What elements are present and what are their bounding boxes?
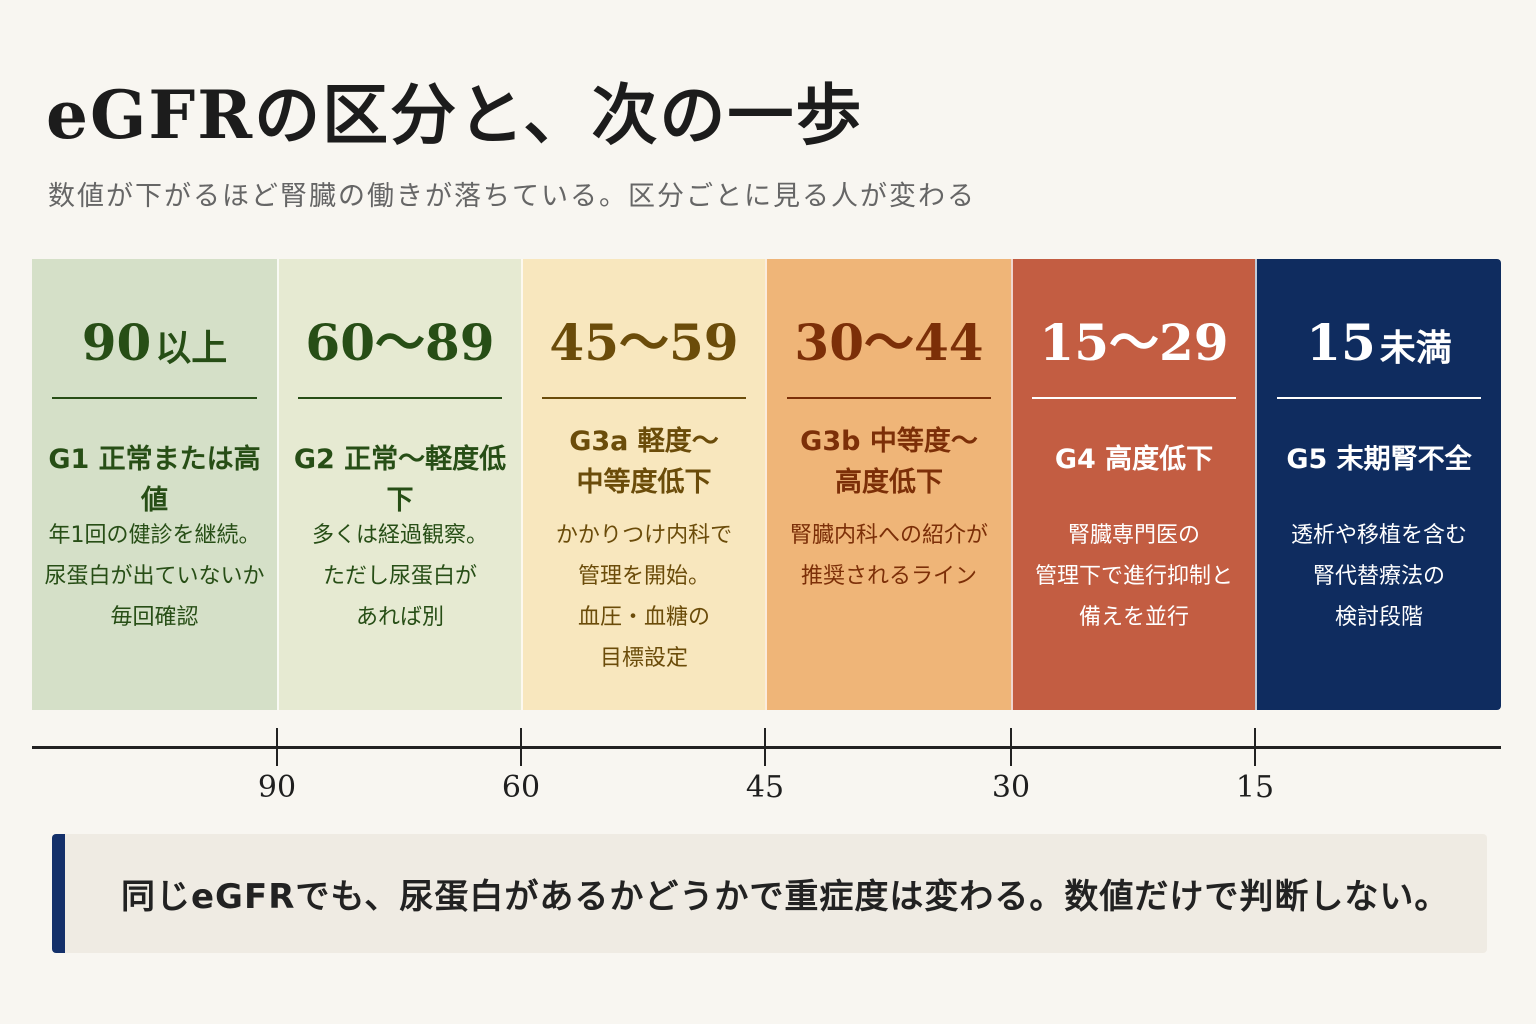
stage-divider [51, 397, 258, 399]
axis-tick-label: 30 [991, 770, 1031, 805]
stage-range: 60～89 [305, 311, 494, 375]
stage-divider [1032, 397, 1236, 399]
stage-range: 15～29 [1039, 311, 1228, 375]
stage-panel: 15～29 G4 高度低下腎臓専門医の 管理下で進行抑制と 備えを並行 [1011, 259, 1255, 710]
stage-description: 透析や移植を含む 腎代替療法の 検討段階 [1290, 523, 1467, 630]
axis-tick [764, 728, 766, 766]
stage-range: 30～44 [794, 311, 983, 375]
stage-range: 90 以上 [82, 311, 228, 375]
stage-panel: 45～59 G3a 軽度～ 中等度低下かかりつけ内科で 管理を開始。 血圧・血糖の… [521, 259, 765, 710]
page-subtitle: 数値が下がるほど腎臓の働きが落ちている。区分ごとに見る人が変わる [48, 181, 976, 212]
axis-tick-label: 45 [745, 770, 785, 805]
stage-grade: G5 末期腎不全 [1286, 444, 1472, 475]
stage-grade: G4 高度低下 [1054, 444, 1214, 475]
axis-line [32, 746, 1501, 749]
stage-grade: G1 正常または高値 [48, 444, 261, 516]
stage-grade: G3a 軽度～ 中等度低下 [569, 426, 719, 498]
stage-description: 多くは経過観察。 ただし尿蛋白が あれば別 [311, 523, 488, 630]
stage-divider [542, 397, 746, 399]
note-text: 同じeGFRでも、尿蛋白があるかどうかで重症度は変わる。数値だけで判断しない。 [121, 877, 1450, 917]
stage-range-suffix: 未満 [1379, 327, 1452, 369]
stage-grade: G2 正常～軽度低下 [293, 444, 507, 516]
page-title: eGFRの区分と、次の一歩 [46, 76, 864, 154]
axis-tick [1010, 728, 1012, 766]
stage-panel: 90 以上 G1 正常または高値 年1回の健診を継続。 尿蛋白が出ていないか 毎回確認 [32, 259, 277, 710]
stage-range-suffix: 以上 [155, 327, 228, 369]
axis-tick [520, 728, 522, 766]
stage-range-value: 90 [81, 313, 152, 372]
stage-range-value: 30～44 [794, 313, 984, 372]
stage-divider [298, 397, 502, 399]
axis-tick-label: 60 [501, 770, 541, 805]
axis-tick [276, 728, 278, 766]
stage-range: 45～59 [549, 311, 738, 375]
axis-tick-label: 15 [1235, 770, 1275, 805]
stage-panel: 30～44 G3b 中等度～ 高度低下腎臓内科への紹介が 推奨されるライン [765, 259, 1011, 710]
stage-range-value: 60～89 [305, 313, 495, 372]
axis-tick-label: 90 [257, 770, 297, 805]
stage-description: 年1回の健診を継続。 尿蛋白が出ていないか 毎回確認 [44, 523, 265, 630]
stage-description: 腎臓内科への紹介が 推奨されるライン [789, 523, 988, 589]
stage-divider [786, 397, 992, 399]
stage-panels: 90 以上 G1 正常または高値 年1回の健診を継続。 尿蛋白が出ていないか 毎回確認… [32, 259, 1501, 710]
stage-divider [1276, 397, 1482, 399]
stage-range-value: 15～29 [1039, 313, 1229, 372]
egfr-axis: 90 60 45 30 15 [32, 726, 1501, 806]
stage-panel: 15 未満 G5 末期腎不全透析や移植を含む 腎代替療法の 検討段階 [1255, 259, 1501, 710]
stage-description: 腎臓専門医の 管理下で進行抑制と 備えを並行 [1034, 523, 1233, 630]
axis-tick [1254, 728, 1256, 766]
stage-panel: 60～89 G2 正常～軽度低下 多くは経過観察。 ただし尿蛋白が あれば別 [277, 259, 521, 710]
note-box: 同じeGFRでも、尿蛋白があるかどうかで重症度は変わる。数値だけで判断しない。 [52, 834, 1487, 953]
stage-range-value: 45～59 [549, 313, 739, 372]
stage-range: 15 未満 [1306, 311, 1452, 375]
stage-range-value: 15 [1306, 313, 1376, 372]
stage-grade: G3b 中等度～ 高度低下 [800, 426, 978, 498]
stage-description: かかりつけ内科で 管理を開始。 血圧・血糖の 目標設定 [555, 523, 733, 671]
